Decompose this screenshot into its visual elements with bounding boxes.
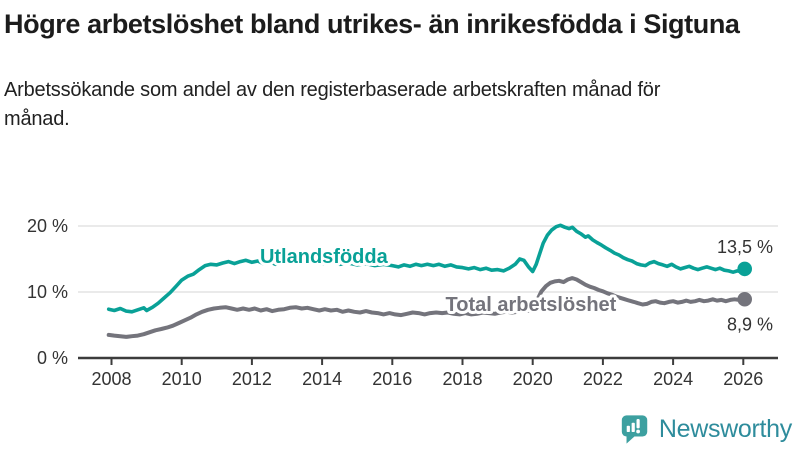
newsworthy-wordmark: Newsworthy: [658, 415, 792, 443]
series-line-utlandsfodda: [106, 223, 747, 314]
x-tick-label: 2012: [232, 369, 272, 389]
x-tick-label: 2022: [583, 369, 623, 389]
x-tick-label: 2020: [513, 369, 553, 389]
y-tick-label: 0 %: [37, 348, 68, 368]
y-tick-label: 10 %: [27, 282, 68, 302]
series-end-dot-total-arbetsloshet: [737, 291, 753, 307]
x-tick-label: 2026: [723, 369, 763, 389]
x-tick-label: 2016: [372, 369, 412, 389]
series-end-dot-utlandsfodda: [737, 261, 753, 277]
newsworthy-logo: Newsworthy: [619, 413, 792, 446]
y-tick-label: 20 %: [27, 216, 68, 236]
series-end-value-utlandsfodda: 13,5 %: [717, 237, 773, 257]
series-label-utlandsfodda: Utlandsfödda: [260, 246, 389, 268]
x-tick-label: 2018: [442, 369, 482, 389]
series-end-value-total-arbetsloshet: 8,9 %: [727, 314, 773, 334]
x-tick-label: 2008: [91, 369, 131, 389]
page-title: Högre arbetslöshet bland utrikes- än inr…: [4, 9, 740, 39]
x-tick-label: 2010: [162, 369, 202, 389]
series-label-total-arbetsloshet: Total arbetslöshet: [446, 294, 617, 316]
x-tick-label: 2024: [653, 369, 693, 389]
chart-subtitle: Arbetssökande som andel av den registerb…: [4, 79, 661, 131]
series-line-total-arbetsloshet: [106, 276, 747, 339]
newsworthy-bubble-chart-icon: [621, 415, 648, 444]
x-tick-label: 2014: [302, 369, 342, 389]
